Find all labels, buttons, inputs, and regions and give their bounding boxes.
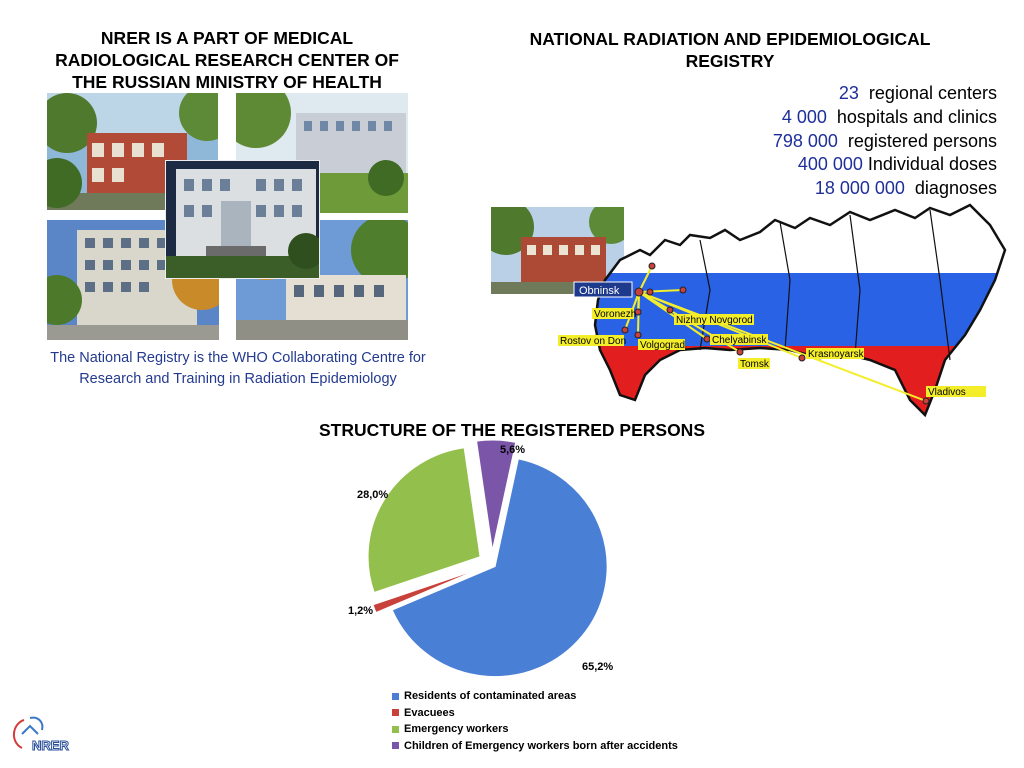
legend-item: Residents of contaminated areas xyxy=(392,688,678,705)
svg-text:Vladivos: Vladivos xyxy=(928,387,966,398)
city-label-voronezh: Voronezh xyxy=(592,308,636,320)
svg-text:Voronezh: Voronezh xyxy=(594,309,636,320)
city-label-tomsk: Tomsk xyxy=(738,358,770,370)
who-collaborating-note: The National Registry is the WHO Collabo… xyxy=(50,350,426,387)
city-label-vladivostok: Vladivos xyxy=(926,386,986,398)
stat-label: Individual doses xyxy=(867,154,997,175)
stat-label: hospitals and clinics xyxy=(836,106,997,127)
svg-text:NRER: NRER xyxy=(32,738,69,753)
city-label-volgograd: Volgograd xyxy=(638,339,685,351)
pie-slice xyxy=(372,568,480,614)
stat-label: registered persons xyxy=(847,130,997,151)
pie-data-label: 5,6% xyxy=(500,444,525,456)
stat-row: 23 regional centers xyxy=(773,82,997,106)
legend-swatch xyxy=(392,709,399,717)
building-photo-1 xyxy=(47,93,218,210)
stat-label: diagnoses xyxy=(914,178,997,199)
pie-slice xyxy=(476,439,517,551)
legend-item: Children of Emergency workers born after… xyxy=(392,738,678,755)
registry-title: NATIONAL RADIATION AND EPIDEMIOLOGICAL R… xyxy=(529,29,931,71)
pie-slice xyxy=(391,458,608,678)
stat-row: 400 000 Individual doses xyxy=(773,153,997,177)
stat-label: regional centers xyxy=(868,83,997,103)
stat-value: 400 000 xyxy=(797,154,863,175)
svg-text:Volgograd: Volgograd xyxy=(640,340,685,351)
left-title: NRER IS A PART OF MEDICAL RADIOLOGICAL R… xyxy=(55,28,399,92)
city-label-chelyabinsk: Chelyabinsk xyxy=(710,334,768,346)
nrer-logo: NRER xyxy=(13,716,70,754)
legend-label: Emergency workers xyxy=(404,723,509,735)
svg-text:Nizhny Novgorod: Nizhny Novgorod xyxy=(676,315,753,326)
city-label-rostov: Rostov on Don xyxy=(558,335,626,347)
registry-stats: 23 regional centers 4 000 hospitals and … xyxy=(773,82,997,201)
svg-text:Tomsk: Tomsk xyxy=(740,359,770,370)
legend-item: Evacuees xyxy=(392,705,678,722)
obninsk-photo xyxy=(491,207,624,294)
stat-value: 18 000 000 xyxy=(814,178,905,199)
pie-data-label: 65,2% xyxy=(582,661,613,673)
pie-data-label: 28,0% xyxy=(357,489,388,501)
stat-row: 18 000 000 diagnoses xyxy=(773,177,997,201)
flag-white-band xyxy=(595,205,1005,273)
pie-data-label: 1,2% xyxy=(348,605,373,617)
chart-legend: Residents of contaminated areas Evacuees E… xyxy=(392,688,678,754)
legend-swatch xyxy=(392,725,399,733)
stat-row: 798 000 registered persons xyxy=(773,130,997,154)
svg-text:Chelyabinsk: Chelyabinsk xyxy=(712,335,767,346)
pie-chart: 65,2% 1,2% 28,0% 5,6% xyxy=(348,439,613,678)
stat-value: 23 xyxy=(838,83,859,103)
city-label-krasnoyarsk: Krasnoyarsk xyxy=(806,348,865,360)
city-label-nizhny: Nizhny Novgorod xyxy=(674,314,754,326)
svg-text:Rostov on Don: Rostov on Don xyxy=(560,336,626,347)
legend-label: Children of Emergency workers born after… xyxy=(404,739,678,752)
russia-map: Obninsk Voronezh Rostov on Don Volgograd… xyxy=(558,203,1007,418)
legend-item: Emergency workers xyxy=(392,721,678,738)
legend-label: Residents of contaminated areas xyxy=(404,690,577,702)
legend-label: Evacuees xyxy=(404,706,455,719)
stat-value: 4 000 xyxy=(781,106,827,127)
legend-swatch xyxy=(392,742,399,750)
pie-slice xyxy=(367,447,481,594)
legend-swatch xyxy=(392,692,399,700)
city-label-obninsk: Obninsk xyxy=(573,281,633,298)
svg-text:Obninsk: Obninsk xyxy=(579,285,620,297)
stat-row: 4 000 hospitals and clinics xyxy=(773,106,997,130)
svg-text:Krasnoyarsk: Krasnoyarsk xyxy=(808,349,865,360)
stat-value: 798 000 xyxy=(772,130,838,151)
chart-title: STRUCTURE OF THE REGISTERED PERSONS xyxy=(318,420,705,440)
building-photo-center xyxy=(165,160,320,279)
